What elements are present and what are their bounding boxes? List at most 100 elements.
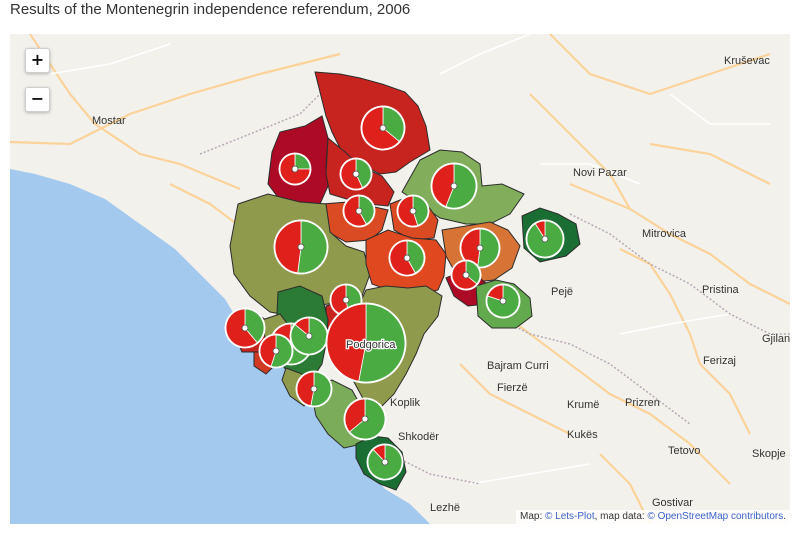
pie-zabljak[interactable]	[339, 157, 373, 191]
attribution-prefix: Map:	[519, 511, 545, 522]
label-peje: Pejë	[551, 286, 573, 298]
pie-herceg-novi[interactable]	[224, 307, 266, 349]
pie-center-marker	[310, 385, 318, 393]
pie-ulcinj[interactable]	[366, 443, 404, 481]
pie-center-marker	[355, 207, 363, 215]
pie-slice-yes[interactable]	[477, 228, 500, 268]
map-attribution: Map: © Lets-Plot, map data: © OpenStreet…	[515, 510, 790, 524]
pie-slice-yes[interactable]	[382, 106, 405, 142]
pie-slice-yes[interactable]	[358, 303, 406, 383]
label-krume: Krumë	[567, 399, 599, 411]
label-koplik: Koplik	[390, 397, 420, 409]
pie-center-marker	[272, 347, 280, 355]
attribution-mid: , map data:	[594, 511, 648, 522]
label-fierze: Fierzë	[497, 382, 528, 394]
pie-slice-no[interactable]	[534, 220, 546, 241]
pie-slice-no[interactable]	[343, 195, 367, 227]
pie-center-marker	[499, 297, 507, 305]
pie-center-marker	[462, 271, 470, 279]
pie-center-marker	[403, 254, 411, 262]
pie-bijelo-polje[interactable]	[430, 162, 478, 210]
label-prizren: Prizren	[625, 397, 660, 409]
pie-savnik[interactable]	[342, 194, 376, 228]
pie-slice-no[interactable]	[279, 153, 311, 185]
label-krusevac: Kruševac	[724, 55, 770, 67]
pie-slice-yes[interactable]	[445, 163, 477, 209]
pie-slice-yes[interactable]	[465, 260, 481, 285]
map-canvas[interactable]: Kruševac Mostar Novi Pazar Mitrovica Pej…	[10, 34, 790, 524]
pie-budva[interactable]	[295, 370, 333, 408]
pie-slice-yes[interactable]	[244, 308, 265, 344]
pie-pljevlja[interactable]	[360, 105, 406, 151]
pie-center-marker	[379, 124, 387, 132]
pie-rozaje[interactable]	[525, 219, 565, 259]
pie-slice-yes[interactable]	[412, 195, 429, 226]
pie-slice-no[interactable]	[344, 398, 366, 433]
pie-center-marker	[361, 415, 369, 423]
pie-cetinje[interactable]	[289, 316, 329, 356]
pie-center-marker	[342, 296, 350, 304]
zoom-out-button[interactable]: −	[25, 87, 50, 112]
pie-podgorica[interactable]	[325, 302, 407, 384]
pie-andrijevica[interactable]	[450, 259, 482, 291]
pie-center-marker	[241, 324, 249, 332]
pie-center-marker	[409, 207, 417, 215]
attribution-copy-osm[interactable]: ©	[647, 511, 655, 522]
country-borders	[199, 83, 790, 485]
label-lezhe: Lezhë	[430, 502, 460, 514]
label-shkoder: Shkodër	[398, 431, 439, 443]
pie-slice-yes[interactable]	[310, 371, 332, 407]
pie-slice-no[interactable]	[487, 284, 504, 302]
label-gjilan: Gjilan	[762, 333, 790, 345]
pie-pluzine[interactable]	[278, 152, 312, 186]
pie-mojkovac[interactable]	[396, 194, 430, 228]
label-mostar: Mostar	[92, 115, 126, 127]
pie-slice-no[interactable]	[326, 303, 367, 382]
pie-bar[interactable]	[343, 397, 387, 441]
label-skopje: Skopje	[752, 448, 786, 460]
label-pristina: Pristina	[702, 284, 740, 296]
pie-slice-no[interactable]	[296, 371, 315, 407]
pie-slice-no[interactable]	[389, 240, 416, 276]
road-network-minor	[49, 34, 770, 485]
basemap-labels: Kruševac Mostar Novi Pazar Mitrovica Pej…	[92, 55, 790, 514]
pie-berane[interactable]	[459, 227, 501, 269]
pie-kolasin[interactable]	[388, 239, 426, 277]
lets-plot-link[interactable]: Lets-Plot	[555, 511, 595, 522]
attribution-end: .	[783, 511, 786, 522]
road-network	[10, 34, 790, 524]
pie-slice-no[interactable]	[225, 308, 258, 348]
label-tetovo: Tetovo	[668, 445, 700, 457]
label-novi-pazar: Novi Pazar	[573, 167, 627, 179]
pie-center-marker	[305, 332, 313, 340]
label-bajram-curri: Bajram Curri	[487, 360, 549, 372]
osm-link[interactable]: OpenStreetMap contributors	[657, 511, 784, 522]
pie-slice-no[interactable]	[259, 334, 277, 367]
pie-slice-yes[interactable]	[355, 158, 372, 189]
attribution-copy-lets-plot[interactable]: ©	[545, 511, 553, 522]
pie-slice-no[interactable]	[294, 317, 310, 337]
referendum-pies	[224, 105, 565, 481]
pie-center-marker	[362, 339, 370, 347]
chart-title: Results of the Montenegrin independence …	[10, 1, 411, 18]
pie-slice-no[interactable]	[397, 195, 419, 227]
label-ferizaj: Ferizaj	[703, 355, 736, 367]
zoom-in-button[interactable]: +	[25, 48, 50, 73]
pie-slice-no[interactable]	[340, 158, 363, 190]
pie-slice-yes[interactable]	[297, 220, 328, 274]
pie-center-marker	[297, 243, 305, 251]
pie-tivat[interactable]	[258, 333, 294, 369]
label-kukes: Kukës	[567, 429, 598, 441]
pie-center-marker	[476, 244, 484, 252]
pie-center-marker	[381, 458, 389, 466]
adriatic-sea	[10, 169, 430, 524]
pie-slice-no[interactable]	[372, 444, 386, 464]
label-gostivar: Gostivar	[652, 497, 693, 509]
pie-slice-no[interactable]	[431, 163, 455, 207]
pie-slice-no[interactable]	[274, 220, 302, 274]
pie-niksic[interactable]	[273, 219, 329, 275]
label-mitrovica: Mitrovica	[642, 228, 687, 240]
map-viewport[interactable]: Kruševac Mostar Novi Pazar Mitrovica Pej…	[10, 34, 790, 524]
pie-plav[interactable]	[485, 283, 521, 319]
label-podgorica: Podgorica	[346, 339, 396, 351]
